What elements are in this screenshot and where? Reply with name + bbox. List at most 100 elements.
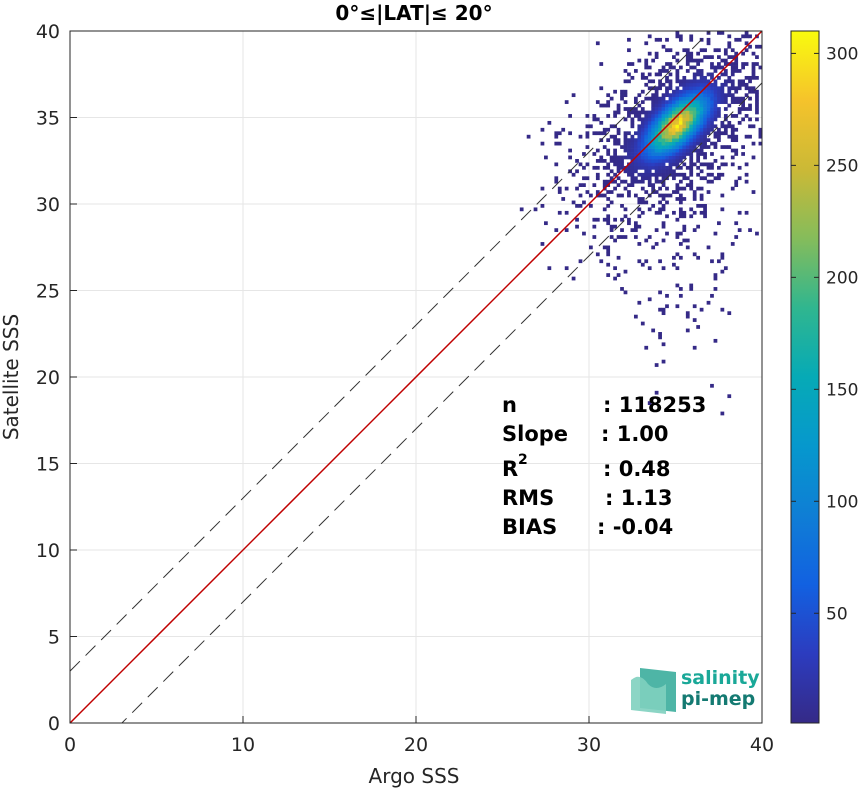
density-cell (682, 155, 687, 160)
density-cell (661, 342, 666, 347)
density-cell (651, 79, 656, 84)
density-cell (654, 228, 659, 232)
density-cell (689, 134, 694, 139)
density-cell (633, 162, 638, 167)
density-cell (723, 107, 728, 111)
density-cell (675, 110, 680, 115)
density-cell (654, 363, 659, 367)
density-cell (678, 93, 683, 98)
density-cell (654, 55, 659, 59)
density-cell (717, 86, 721, 91)
density-cell (651, 107, 656, 111)
density-cell (658, 127, 662, 132)
density-cell (609, 169, 614, 174)
density-cell (692, 72, 697, 77)
density-cell (668, 193, 673, 198)
density-cell (730, 65, 735, 70)
density-cell (665, 86, 669, 91)
density-cell (640, 107, 645, 111)
density-cell (717, 48, 721, 53)
density-cell (606, 248, 611, 253)
density-cell (644, 169, 649, 174)
density-cell (744, 179, 749, 184)
density-cell (658, 114, 662, 118)
density-cell (689, 82, 694, 87)
density-cell (661, 159, 666, 163)
density-cell (557, 141, 562, 146)
density-cell (658, 169, 662, 174)
density-cell (723, 58, 728, 63)
density-cell (678, 120, 683, 125)
density-cell (675, 69, 680, 73)
density-cell (637, 93, 642, 98)
density-cell (602, 207, 607, 212)
density-cell (640, 155, 645, 160)
density-cell (678, 165, 683, 170)
density-cell (633, 179, 638, 184)
density-cell (675, 155, 680, 160)
density-cell (606, 197, 611, 201)
density-cell (703, 120, 707, 125)
density-cell (682, 152, 687, 156)
density-cell (616, 110, 621, 115)
density-cell (647, 110, 652, 115)
density-cell (637, 159, 642, 163)
density-cell (696, 96, 701, 101)
density-cell (658, 290, 662, 295)
density-cell (672, 65, 676, 70)
density-cell (613, 138, 617, 143)
density-cell (713, 86, 718, 91)
density-cell (744, 107, 749, 111)
density-cell (654, 172, 659, 177)
density-cell (630, 62, 635, 66)
density-cell (658, 145, 662, 149)
density-cell (748, 96, 752, 101)
density-cell (706, 100, 711, 104)
density-cell (734, 235, 739, 239)
density-cell (675, 127, 680, 132)
density-cell (685, 82, 690, 87)
density-cell (623, 179, 628, 184)
density-cell (713, 82, 718, 87)
x-axis-ticks: 0 10 20 30 40 (64, 716, 774, 756)
density-cell (540, 204, 545, 208)
density-cell (699, 307, 704, 312)
density-cell (685, 120, 690, 125)
density-cell (675, 124, 680, 129)
density-cell (751, 141, 756, 146)
density-cell (696, 117, 701, 122)
density-cell (689, 148, 694, 153)
density-cell (672, 107, 676, 111)
density-cell (654, 190, 659, 194)
density-cell (734, 51, 739, 56)
density-cell (692, 210, 697, 215)
density-cell (651, 110, 656, 115)
density-cell (599, 120, 604, 125)
density-cell (737, 86, 742, 91)
density-cell (668, 103, 673, 108)
density-cell (717, 221, 721, 226)
density-cell (602, 103, 607, 108)
density-cell (547, 120, 552, 125)
density-cell (613, 89, 617, 94)
density-cell (647, 207, 652, 212)
density-cell (630, 152, 635, 156)
density-cell (682, 138, 687, 143)
density-cell (658, 120, 662, 125)
density-cell (613, 276, 617, 281)
density-cell (637, 214, 642, 219)
density-cell (675, 186, 680, 191)
colorbar-tick-label: 100 (826, 492, 858, 512)
density-cell (685, 141, 690, 146)
density-cell (620, 89, 624, 94)
density-cell (609, 235, 614, 239)
density-cells (519, 31, 762, 416)
density-cell (675, 51, 680, 56)
density-cell (692, 127, 697, 132)
density-cell (692, 79, 697, 84)
density-cell (692, 86, 697, 91)
density-cell (557, 210, 562, 215)
density-cell (696, 110, 701, 115)
density-cell (592, 235, 597, 239)
density-cell (758, 141, 762, 146)
